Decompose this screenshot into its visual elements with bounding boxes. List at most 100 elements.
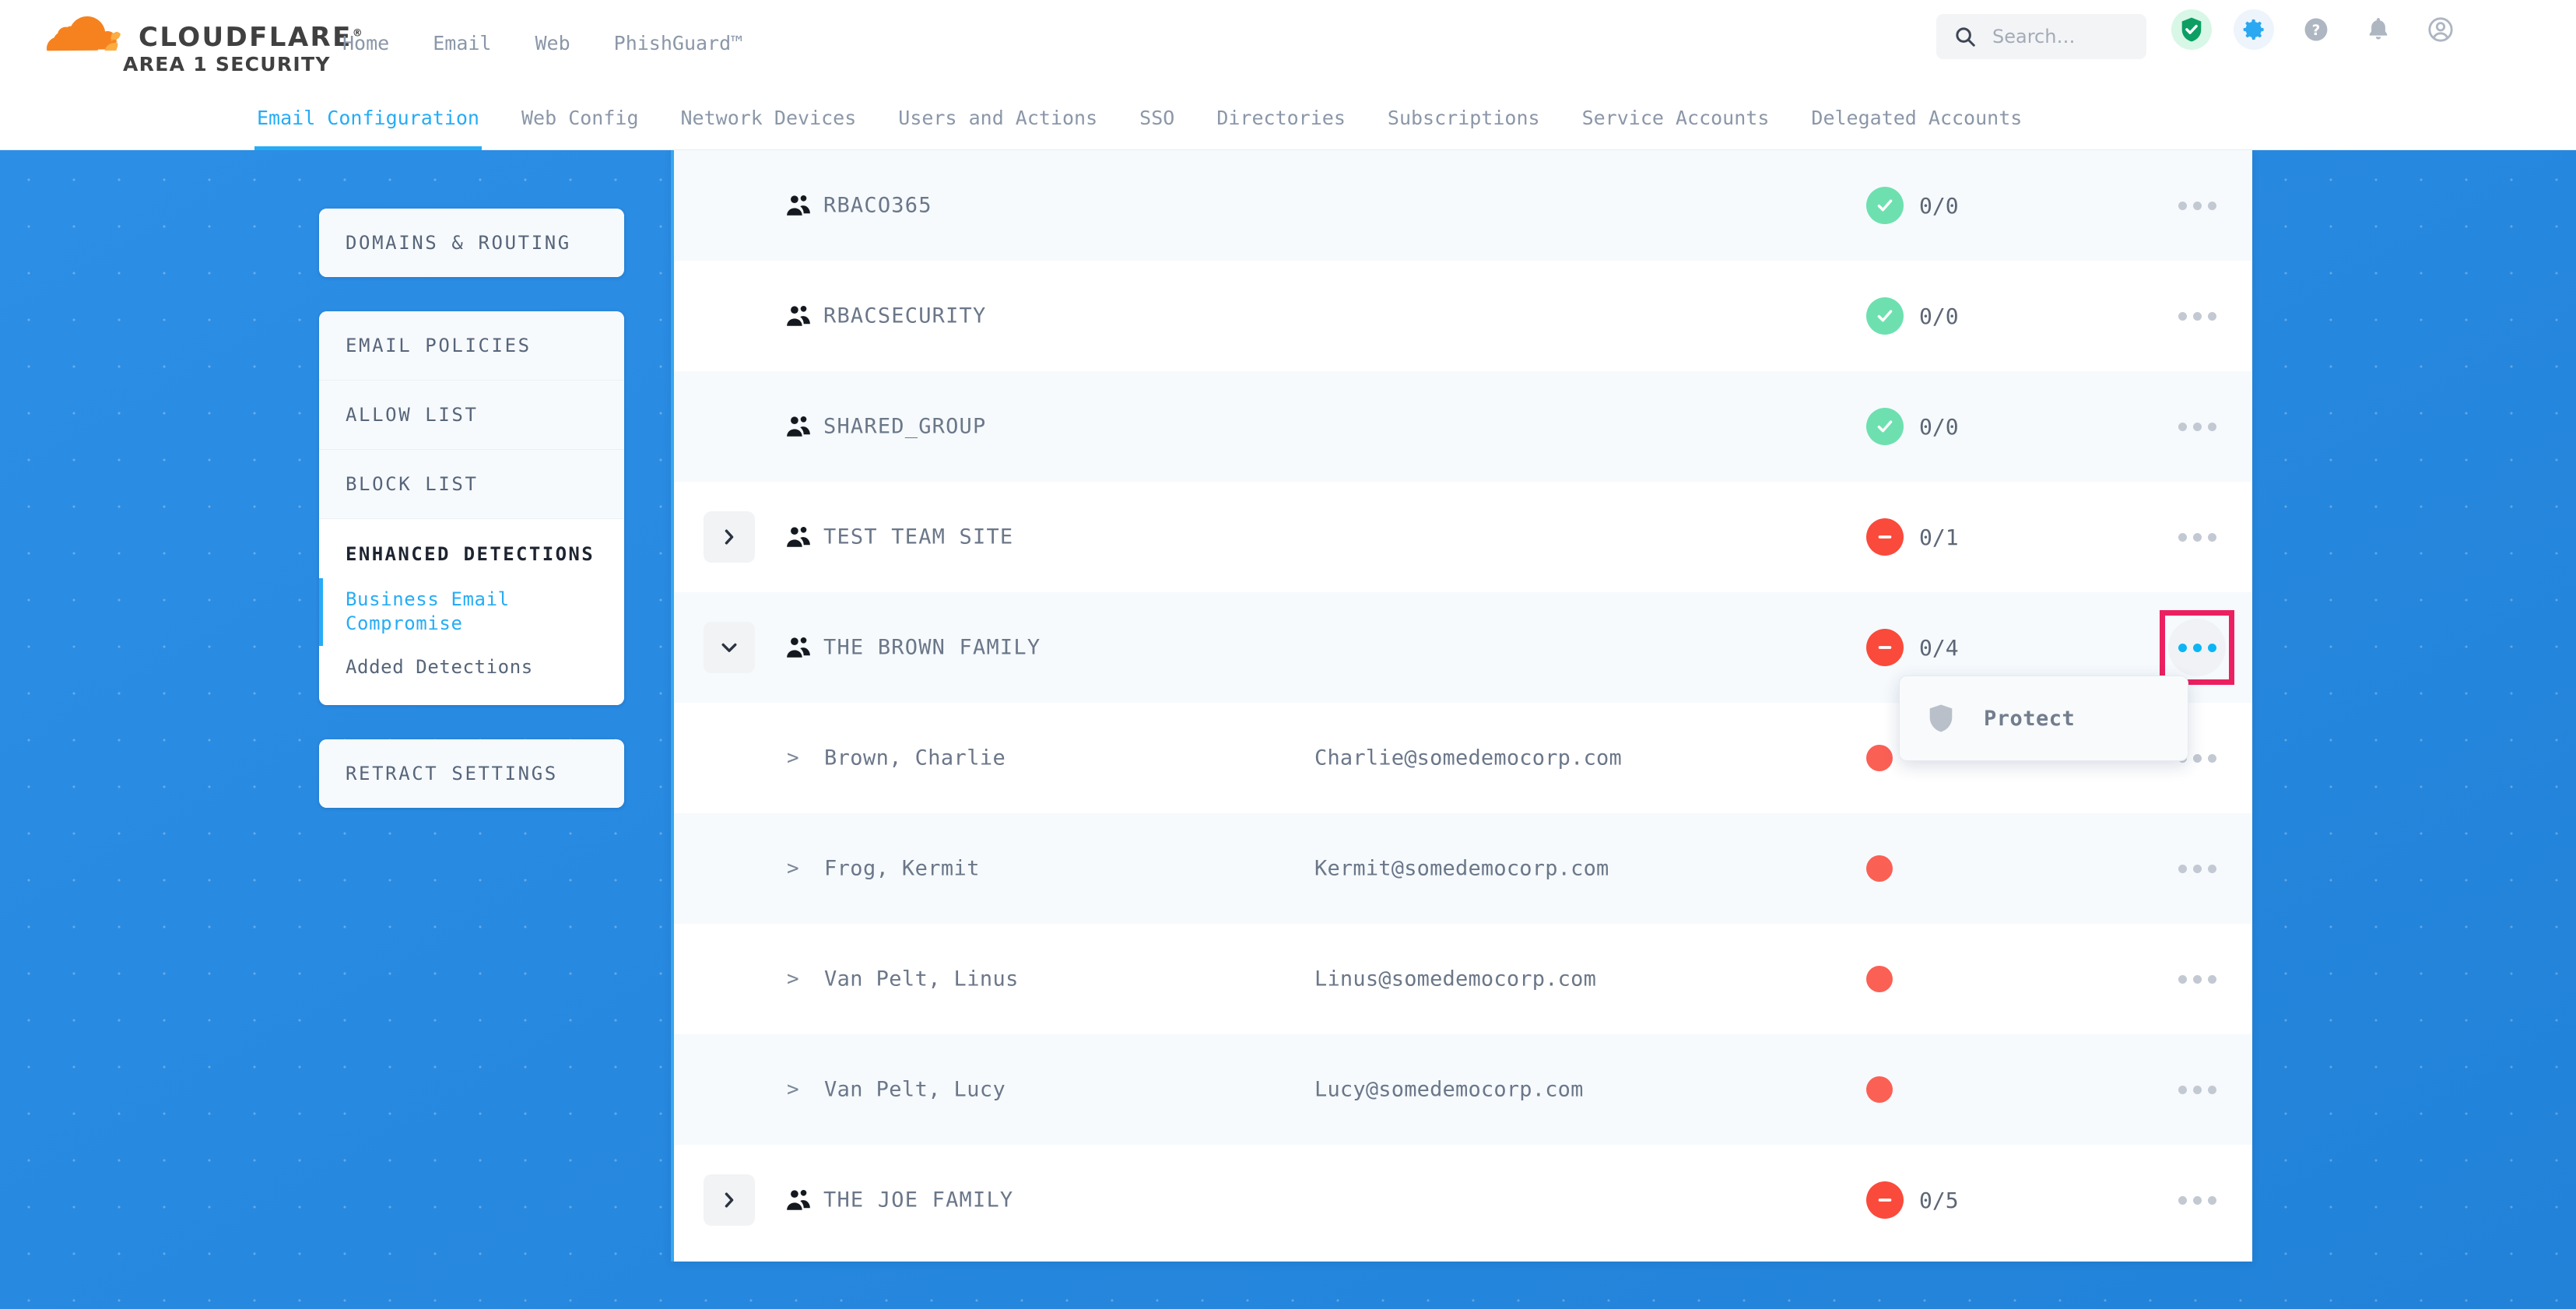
brand-name: CLOUDFLARE® (139, 22, 365, 53)
row-menu-button[interactable] (2168, 840, 2226, 897)
status-badge: 0/0 (1866, 408, 1959, 445)
row-menu-button[interactable] (2168, 177, 2226, 234)
cloudflare-cloud-logo (47, 16, 121, 51)
status-badge (1866, 966, 1893, 992)
expand-toggle[interactable] (704, 511, 755, 563)
status-dot-red-icon (1866, 855, 1893, 882)
sidebar-item-allow-list[interactable]: ALLOW LIST (319, 380, 624, 449)
tab-email-configuration[interactable]: Email Configuration (254, 86, 482, 150)
group-name: TEST TEAM SITE (823, 525, 1014, 549)
table-row[interactable]: > Van Pelt, Linus Linus@somedemocorp.com (674, 924, 2252, 1034)
group-people-icon (787, 416, 810, 437)
row-menu-button-active[interactable] (2168, 619, 2226, 676)
expand-toggle[interactable] (704, 1174, 755, 1226)
nav-home[interactable]: Home (342, 31, 390, 54)
status-badge: 0/4 (1866, 629, 1959, 666)
sidebar-item-email-policies[interactable]: EMAIL POLICIES (319, 311, 624, 380)
sidebar-card-domains: DOMAINS & ROUTING (319, 209, 624, 277)
tab-directories[interactable]: Directories (1216, 107, 1346, 129)
row-menu-button[interactable] (2168, 508, 2226, 566)
sidebar-card-policies: EMAIL POLICIES ALLOW LIST BLOCK LIST ENH… (319, 311, 624, 705)
tab-network-devices[interactable]: Network Devices (680, 107, 857, 129)
minus-circle-icon (1866, 1181, 1904, 1219)
minus-glyph (1878, 535, 1892, 539)
status-badge: 0/5 (1866, 1181, 1959, 1219)
nav-web[interactable]: Web (535, 31, 570, 54)
sidebar-item-block-list[interactable]: BLOCK LIST (319, 449, 624, 518)
nav-email[interactable]: Email (433, 31, 492, 54)
minus-glyph (1878, 1198, 1892, 1202)
row-menu-button[interactable] (2168, 1171, 2226, 1229)
status-badge: 0/0 (1866, 297, 1959, 335)
sidebar-item-retract-settings[interactable]: RETRACT SETTINGS (319, 739, 624, 808)
nav-phishguard[interactable]: PhishGuard™ (613, 31, 743, 54)
protected-count: 0/4 (1919, 634, 1959, 661)
check-circle-icon (1866, 297, 1904, 335)
status-badge (1866, 1076, 1893, 1103)
svg-text:?: ? (2312, 23, 2321, 39)
table-row[interactable]: > Van Pelt, Lucy Lucy@somedemocorp.com (674, 1034, 2252, 1145)
protected-count: 0/0 (1919, 303, 1959, 329)
shield-check-icon[interactable] (2171, 9, 2212, 50)
group-name: RBACSECURITY (823, 304, 987, 328)
menu-item-protect[interactable]: Protect (1984, 706, 2076, 731)
brand-logo-block[interactable]: CLOUDFLARE® AREA 1 SECURITY (33, 6, 363, 78)
tab-service-accounts[interactable]: Service Accounts (1581, 107, 1770, 129)
status-dot-red-icon (1866, 745, 1893, 771)
chevron-right-icon (725, 529, 734, 545)
group-people-icon (787, 637, 810, 658)
tab-users-and-actions[interactable]: Users and Actions (898, 107, 1098, 129)
primary-nav: Home Email Web PhishGuard™ (342, 0, 786, 86)
member-name: Brown, Charlie (824, 746, 1006, 770)
group-name: THE JOE FAMILY (823, 1188, 1014, 1212)
account-icon[interactable] (2420, 9, 2461, 50)
account-glyph (2428, 17, 2453, 42)
tab-sso[interactable]: SSO (1139, 107, 1175, 129)
minus-glyph (1878, 646, 1892, 649)
bell-icon[interactable] (2358, 9, 2399, 50)
table-row[interactable]: TEST TEAM SITE 0/1 (674, 482, 2252, 592)
minus-circle-icon (1866, 518, 1904, 556)
check-circle-icon (1866, 408, 1904, 445)
tab-subscriptions[interactable]: Subscriptions (1387, 107, 1540, 129)
row-menu-button[interactable] (2168, 398, 2226, 455)
status-badge (1866, 855, 1893, 882)
table-row[interactable]: RBACO365 0/0 (674, 150, 2252, 261)
row-menu-button[interactable] (2168, 950, 2226, 1008)
member-expand-arrow[interactable]: > (787, 746, 799, 770)
member-email: Linus@somedemocorp.com (1314, 967, 1597, 991)
gear-icon[interactable] (2234, 9, 2274, 50)
member-name: Van Pelt, Linus (824, 967, 1019, 991)
table-row[interactable]: RBACSECURITY 0/0 (674, 261, 2252, 371)
member-expand-arrow[interactable]: > (787, 857, 799, 880)
sidebar-item-added-detections[interactable]: Added Detections (319, 646, 624, 705)
check-glyph (1877, 310, 1893, 322)
protected-count: 0/0 (1919, 192, 1959, 219)
check-glyph (1877, 420, 1893, 433)
help-icon[interactable]: ? (2296, 9, 2336, 50)
sidebar-item-business-email-compromise[interactable]: Business Email Compromise (319, 577, 624, 647)
group-people-icon (787, 526, 810, 547)
minus-circle-icon (1866, 629, 1904, 666)
bec-group-list-panel: RBACO365 0/0 RBACSECURITY 0/0 (671, 150, 2252, 1262)
table-row[interactable]: > Frog, Kermit Kermit@somedemocorp.com (674, 813, 2252, 924)
member-expand-arrow[interactable]: > (787, 967, 799, 991)
group-people-icon (787, 305, 810, 326)
table-row[interactable]: THE JOE FAMILY 0/5 (674, 1145, 2252, 1255)
search-input[interactable]: Search… (1936, 14, 2146, 59)
sidebar-item-domains-and-routing[interactable]: DOMAINS & ROUTING (319, 209, 624, 277)
row-menu-button[interactable] (2168, 287, 2226, 345)
table-row[interactable]: SHARED_GROUP 0/0 (674, 371, 2252, 482)
status-badge: 0/1 (1866, 518, 1959, 556)
sidebar-section-enhanced-detections: ENHANCED DETECTIONS (319, 518, 624, 578)
shield-check-glyph (2181, 17, 2202, 42)
group-name: RBACO365 (823, 193, 932, 218)
group-people-icon (787, 1189, 810, 1210)
status-dot-red-icon (1866, 966, 1893, 992)
tab-delegated-accounts[interactable]: Delegated Accounts (1811, 107, 2023, 129)
member-expand-arrow[interactable]: > (787, 1078, 799, 1101)
tab-web-config[interactable]: Web Config (521, 107, 639, 129)
collapse-toggle[interactable] (704, 622, 755, 673)
group-people-icon (787, 195, 810, 216)
row-menu-button[interactable] (2168, 1061, 2226, 1118)
